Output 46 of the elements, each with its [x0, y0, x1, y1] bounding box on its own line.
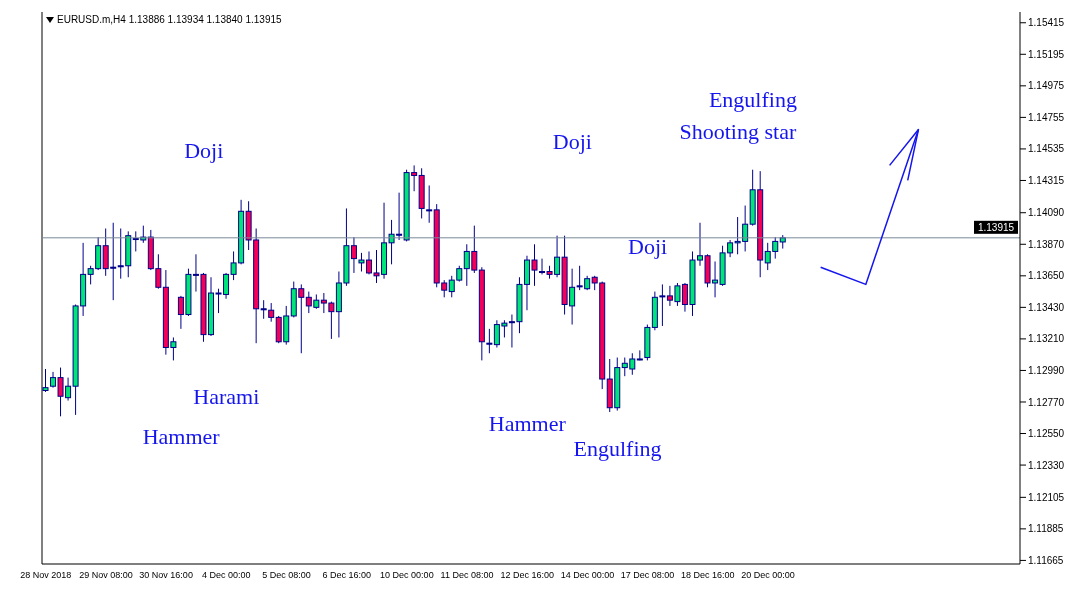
x-tick-label: 30 Nov 16:00 [139, 570, 193, 581]
x-tick-label: 12 Dec 16:00 [500, 570, 555, 581]
annotation: Doji [552, 128, 592, 154]
y-tick-label: 1.14975 [1028, 80, 1065, 92]
candlestick [260, 299, 267, 320]
x-tick-label: 20 Dec 00:00 [741, 570, 795, 581]
y-tick-label: 1.12330 [1028, 459, 1065, 471]
annotation: Shooting star [679, 118, 797, 144]
candlestick [268, 302, 275, 323]
y-tick-label: 1.13210 [1028, 333, 1065, 345]
y-tick-label: 1.13650 [1028, 270, 1065, 282]
chart-title: EURUSD.m,H4 1.13886 1.13934 1.13840 1.13915 [57, 14, 282, 25]
y-tick-label: 1.12105 [1028, 491, 1065, 503]
x-tick-label: 28 Nov 2018 [20, 570, 72, 581]
annotation: Harami [193, 384, 260, 410]
x-tick-label: 10 Dec 00:00 [380, 570, 434, 581]
y-tick-label: 1.12990 [1028, 364, 1065, 376]
annotation: Hammer [142, 424, 221, 450]
y-tick-label: 1.14755 [1028, 111, 1065, 123]
y-tick-label: 1.12550 [1028, 428, 1065, 440]
y-tick-label: 1.12770 [1028, 396, 1065, 408]
ref-line-label: 1.13915 [977, 221, 1015, 233]
x-tick-label: 5 Dec 08:00 [262, 570, 311, 581]
x-tick-label: 17 Dec 08:00 [620, 570, 675, 581]
y-tick-label: 1.11885 [1028, 523, 1064, 535]
y-tick-label: 1.11665 [1028, 554, 1064, 566]
annotation: Doji [184, 137, 224, 163]
x-tick-label: 11 Dec 08:00 [440, 570, 494, 581]
candlestick [426, 184, 433, 224]
candlestick [42, 368, 49, 393]
x-tick-label: 6 Dec 16:00 [322, 570, 371, 581]
y-tick-label: 1.14315 [1028, 175, 1065, 187]
annotation: Hammer [488, 411, 567, 437]
annotation: Engulfing [573, 435, 662, 461]
y-tick-label: 1.14090 [1028, 207, 1065, 219]
y-tick-label: 1.13870 [1028, 238, 1065, 250]
y-tick-label: 1.13430 [1028, 301, 1065, 313]
y-tick-label: 1.15415 [1028, 17, 1065, 29]
y-tick-label: 1.15195 [1028, 48, 1065, 60]
x-tick-label: 14 Dec 00:00 [560, 570, 615, 581]
x-tick-label: 4 Dec 00:00 [202, 570, 251, 581]
y-tick-label: 1.14535 [1028, 143, 1065, 155]
annotation: Engulfing [708, 87, 797, 113]
x-tick-label: 29 Nov 08:00 [79, 570, 133, 581]
x-tick-label: 18 Dec 16:00 [681, 570, 735, 581]
annotation: Doji [628, 233, 668, 259]
